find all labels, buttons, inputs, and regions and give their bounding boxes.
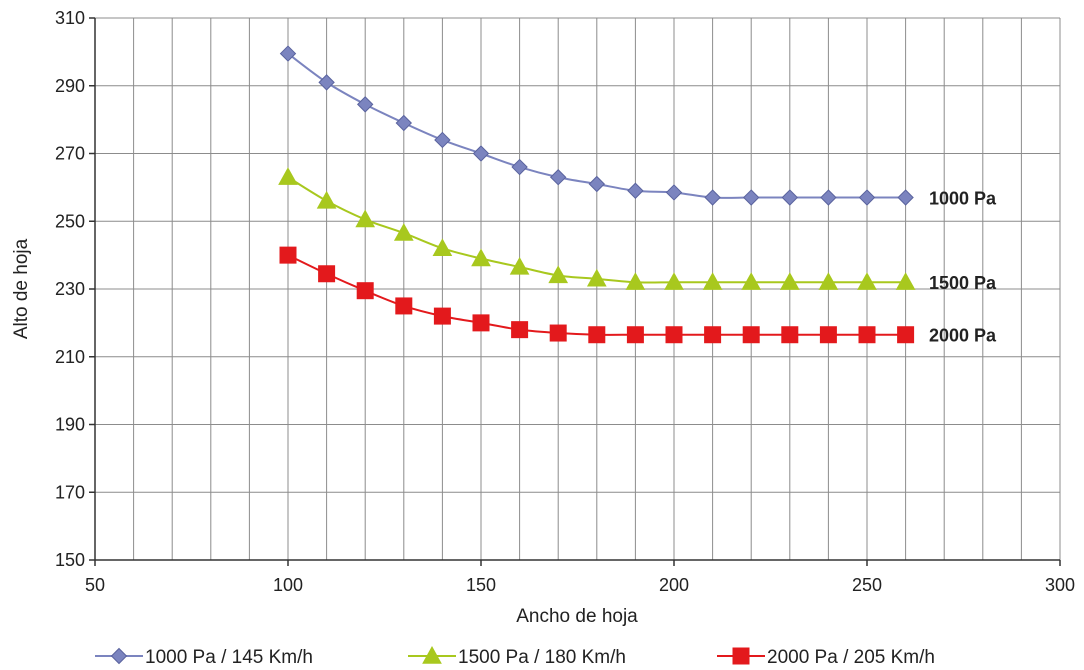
data-point-square [626,326,644,344]
data-point-diamond [781,189,799,206]
x-tick-label: 50 [85,575,105,595]
legend: 1000 Pa / 145 Km/h 1500 Pa / 180 Km/h 2000… [95,645,935,668]
data-point-diamond [820,189,837,206]
data-point-triangle [471,248,491,267]
x-tick-labels: 50 100 150 200 250 300 [85,575,1075,595]
data-point-diamond [627,182,644,199]
data-point-square [318,265,336,283]
y-tick-labels: 150 170 190 210 230 250 270 290 310 [55,8,85,570]
data-point-triangle [818,272,839,290]
data-point-triangle [278,167,298,185]
series-end-label: 2000 Pa [929,326,997,346]
legend-item: 1000 Pa / 145 Km/h [95,647,313,668]
series-1 [279,45,914,206]
data-point-square [549,324,567,342]
data-point-square [781,326,799,344]
data-point-square [665,326,683,344]
legend-label: 1000 Pa / 145 Km/h [145,647,313,668]
data-point-diamond [395,114,413,132]
data-point-triangle [741,272,762,290]
data-point-diamond [318,74,335,91]
data-point-square [433,307,451,325]
x-tick-label: 100 [273,575,303,595]
x-axis-title: Ancho de hoja [516,606,638,627]
y-tick-label: 150 [55,550,85,570]
data-point-diamond [511,158,528,176]
series-end-label: 1000 Pa [929,189,997,209]
data-point-triangle [509,256,530,275]
data-point-triangle [316,190,337,209]
x-tick-label: 150 [466,575,496,595]
data-point-square [472,314,490,332]
data-point-diamond [588,175,606,193]
data-point-diamond [279,45,297,62]
data-point-triangle [355,209,376,228]
data-point-triangle [664,272,684,290]
data-point-square [356,282,374,300]
y-tick-label: 170 [55,482,85,502]
legend-item: 1500 Pa / 180 Km/h [408,645,626,668]
series-2 [278,167,916,290]
data-point-diamond [110,647,128,665]
axes [89,17,1061,566]
data-point-triangle [895,272,916,290]
x-tick-label: 300 [1045,575,1075,595]
y-tick-label: 250 [55,211,85,231]
y-tick-label: 310 [55,8,85,28]
data-point-triangle [393,223,414,241]
data-point-diamond [356,96,374,113]
data-point-diamond [704,189,721,206]
series-end-label: 1500 Pa [929,273,997,293]
data-point-triangle [432,238,453,257]
y-tick-label: 230 [55,279,85,299]
data-point-diamond [665,184,683,201]
series-end-labels: 1000 Pa 1500 Pa 2000 Pa [929,189,997,346]
legend-label: 2000 Pa / 205 Km/h [767,647,935,668]
data-point-square [858,326,876,344]
data-point-square [704,326,722,344]
y-tick-label: 190 [55,415,85,435]
x-tick-label: 200 [659,575,689,595]
data-series [278,45,916,344]
y-axis-title: Alto de hoja [11,238,32,339]
data-point-triangle [586,268,607,287]
data-point-square [897,326,915,344]
data-point-square [742,326,760,344]
data-point-diamond [472,145,490,162]
data-point-square [732,647,750,665]
data-point-square [819,326,837,344]
data-point-triangle [422,645,442,664]
data-point-square [395,297,413,315]
data-point-square [588,326,606,344]
legend-label: 1500 Pa / 180 Km/h [458,647,626,668]
y-tick-label: 270 [55,144,85,164]
data-point-diamond [897,189,914,206]
y-tick-label: 210 [55,347,85,367]
data-point-diamond [549,169,567,186]
series-3 [279,246,915,344]
data-point-diamond [858,189,876,206]
data-point-triangle [702,272,723,290]
y-tick-label: 290 [55,76,85,96]
data-point-triangle [625,272,646,290]
legend-item: 2000 Pa / 205 Km/h [717,647,935,668]
data-point-diamond [742,189,760,206]
data-point-square [279,246,297,264]
data-point-triangle [779,272,800,290]
data-point-square [511,321,529,339]
data-point-diamond [434,131,451,149]
data-point-triangle [548,265,569,284]
data-point-triangle [857,272,877,290]
x-tick-label: 250 [852,575,882,595]
